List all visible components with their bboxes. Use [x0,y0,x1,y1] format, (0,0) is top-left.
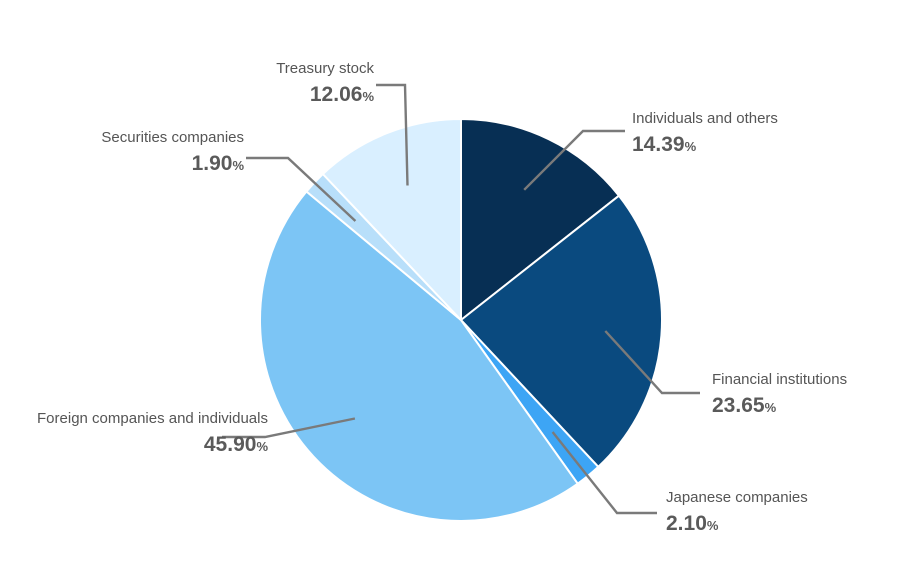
pie-slices [258,118,663,522]
slice-label-securities-companies: Securities companies [101,129,244,146]
slice-value-japanese-companies: 2.10% [666,512,719,535]
pie-slice-individuals-and-others [460,118,620,321]
slice-value-securities-companies: 1.90% [192,152,245,175]
leader-lines [222,83,700,515]
slice-label-foreign-companies-and-individuals: Foreign companies and individuals [37,410,268,427]
pie-slice-treasury-stock [321,118,462,321]
slice-value-treasury-stock: 12.06% [310,83,375,106]
slice-labels: Individuals and others 14.39% Financial in… [37,60,847,535]
leader-line-japanese-companies [551,431,657,515]
slice-value-individuals-and-others: 14.39% [632,133,697,156]
slice-label-financial-institutions: Financial institutions [712,371,847,388]
pie-slice-financial-institutions [460,194,663,468]
slice-label-individuals-and-others: Individuals and others [632,110,778,127]
leader-line-securities-companies [246,156,357,222]
leader-line-individuals-and-others [523,129,625,191]
slice-label-treasury-stock: Treasury stock [276,60,374,77]
leader-line-financial-institutions [604,330,700,395]
slice-value-foreign-companies-and-individuals: 45.90% [204,433,269,456]
slice-value-financial-institutions: 23.65% [712,394,777,417]
pie-slice-foreign-companies-and-individuals [258,190,579,522]
leader-line-treasury-stock [376,83,409,186]
leader-line-foreign-companies-and-individuals [222,417,356,439]
slice-label-japanese-companies: Japanese companies [666,489,808,506]
